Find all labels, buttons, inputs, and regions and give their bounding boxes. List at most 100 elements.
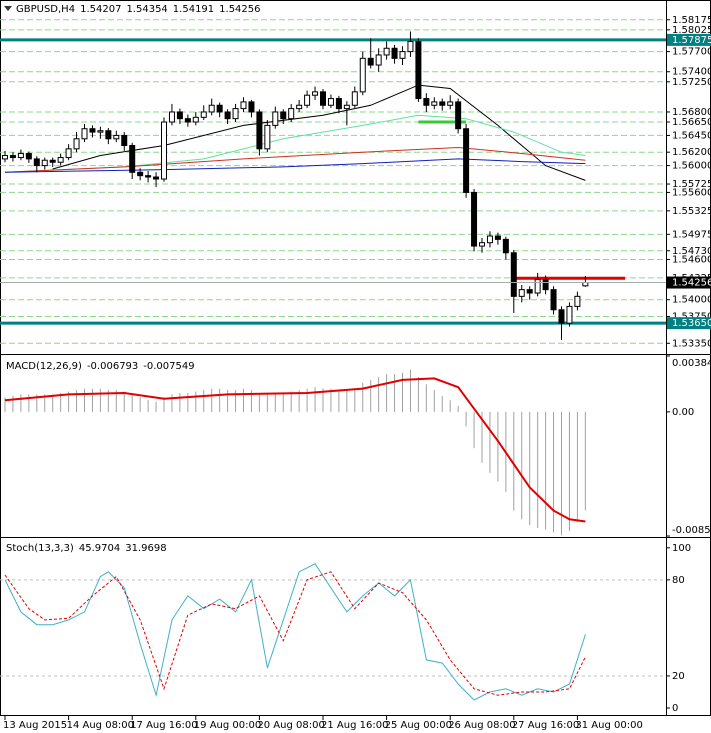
candle-body (73, 138, 80, 150)
level-tag (667, 33, 711, 46)
candle-body (2, 155, 8, 160)
candle-body (486, 235, 493, 244)
candle-body (264, 124, 271, 150)
candle-body (343, 104, 350, 110)
indicator-line (4, 563, 586, 701)
candle-body (57, 157, 64, 163)
indicator-line (52, 84, 586, 181)
candle-body (81, 128, 88, 140)
candle-body (248, 101, 255, 113)
candle-body (168, 111, 175, 123)
current-price-tag (667, 276, 711, 289)
candle-body (137, 171, 144, 177)
panel-header: 31.9698 (125, 543, 166, 554)
y-tick-label: 1.56650 (672, 117, 711, 128)
candle-body (550, 289, 557, 311)
x-tick-label: 20 Aug 08:00 (257, 720, 324, 731)
candle-body (200, 111, 207, 118)
y-tick-label: 1.57250 (672, 77, 711, 88)
candle-body (65, 148, 72, 159)
chart-icon (4, 6, 12, 11)
x-tick-label: 25 Aug 00:00 (385, 720, 452, 731)
y-tick-label: 80 (672, 575, 685, 586)
level-tag-label: 1.53650 (672, 318, 711, 329)
candle-body (494, 235, 501, 240)
y-tick-label: 1.58025 (672, 25, 711, 36)
candle-body (232, 108, 239, 120)
candle-body (25, 153, 32, 160)
candle-body (375, 54, 382, 66)
y-tick-label: 1.54730 (672, 246, 711, 257)
candle-body (351, 91, 358, 106)
panel-header: 1.54256 (219, 4, 260, 15)
y-tick-label: 1.54000 (672, 295, 711, 306)
x-tick-label: 27 Aug 16:00 (512, 720, 579, 731)
y-tick-label: 1.54975 (672, 229, 711, 240)
y-tick-label: 0 (672, 703, 678, 714)
y-tick-label: 1.57700 (672, 47, 711, 58)
candle-body (359, 57, 366, 93)
y-tick-label: 1.56000 (672, 161, 711, 172)
candle-body (161, 121, 167, 180)
candle-body (304, 94, 311, 106)
candle-body (312, 91, 319, 96)
candle-body (49, 159, 56, 163)
candle-body (367, 57, 374, 66)
candle-body (471, 191, 478, 247)
candle-body (542, 279, 549, 291)
candle-body (9, 155, 16, 159)
panel-header: 1.54207 (80, 4, 121, 15)
y-tick-label: 1.56450 (672, 130, 711, 141)
x-tick-label: 26 Aug 08:00 (448, 720, 515, 731)
frame (0, 0, 711, 716)
candle-body (121, 134, 128, 146)
candle-body (439, 101, 446, 106)
candle-body (510, 252, 517, 297)
candle-body (184, 118, 191, 123)
candle-body (327, 98, 334, 106)
candle-body (335, 98, 342, 110)
candle-body (502, 238, 509, 254)
candle-body (455, 101, 462, 130)
panel-header: -0.006793 (87, 361, 138, 372)
panel-header: -0.007549 (143, 361, 194, 372)
x-tick-label: 21 Aug 16:00 (321, 720, 388, 731)
candle-body (41, 159, 48, 167)
panel-header: GBPUSD,H4 (16, 4, 75, 15)
candle-body (17, 153, 24, 159)
candle-body (407, 41, 414, 53)
panel-header: 1.54191 (173, 4, 214, 15)
indicator-line (4, 377, 586, 523)
level-tag (667, 317, 711, 330)
candle-body (105, 130, 112, 140)
candle-body (320, 91, 326, 106)
panel-header: 45.9704 (79, 543, 120, 554)
y-tick-label: 1.53350 (672, 338, 711, 349)
candle-body (415, 41, 422, 100)
candle-body (192, 116, 199, 123)
candle-body (216, 104, 223, 113)
indicator-line (4, 146, 586, 173)
panel-header: Stoch(13,3,3) (6, 543, 74, 554)
y-tick-label: 1.58175 (672, 15, 711, 26)
y-tick-label: 1.53750 (672, 311, 711, 322)
candle-body (224, 111, 231, 120)
candle-body (256, 111, 263, 150)
candle-body (463, 128, 470, 193)
candle-body (558, 309, 565, 324)
candle-body (518, 289, 525, 297)
candle-body (423, 98, 430, 106)
candle-body (431, 101, 438, 106)
candle-body (479, 242, 485, 247)
candle-body (280, 111, 287, 120)
y-tick-label: 1.55600 (672, 187, 711, 198)
y-tick-label: -0.008547 (672, 525, 711, 536)
candle-body (288, 108, 295, 120)
x-tick-label: 31 Aug 00:00 (575, 720, 642, 731)
indicator-line (4, 571, 586, 696)
candle-body (296, 104, 303, 110)
y-tick-label: 1.56800 (672, 107, 711, 118)
candle-body (566, 305, 573, 324)
